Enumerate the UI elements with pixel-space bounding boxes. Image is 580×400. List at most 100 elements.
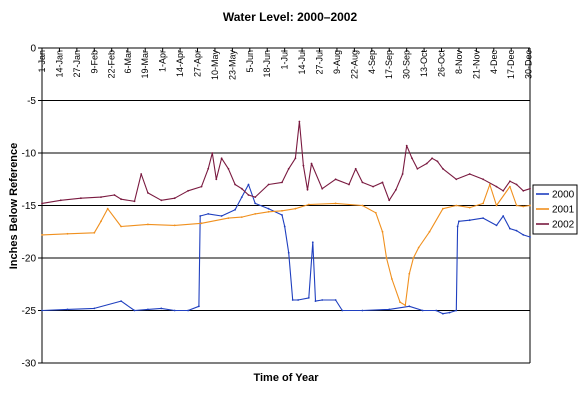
data-point-2001	[307, 203, 310, 206]
data-point-2000	[160, 307, 163, 310]
data-point-2000	[173, 309, 176, 312]
data-point-2002	[240, 187, 243, 190]
data-point-2000	[314, 300, 317, 302]
data-point-2001	[254, 213, 257, 215]
data-point-2002	[147, 192, 149, 194]
data-point-2002	[287, 167, 290, 170]
data-point-2002	[306, 188, 309, 191]
data-point-2002	[133, 200, 136, 203]
y-tick-label: -5	[27, 96, 36, 107]
x-tick-label: 14-Jan	[54, 50, 64, 78]
data-point-2002	[215, 178, 218, 181]
plot-area: 0 -5 -10 -15 -20 -25 -30 1-Jan 14-Jan 27-Jan 9-Feb…	[22, 44, 534, 370]
data-point-2002	[267, 183, 270, 186]
data-point-2001	[404, 304, 407, 307]
data-point-2000	[283, 225, 286, 228]
data-point-2000	[321, 299, 324, 301]
x-tick-label: 1-Apr	[158, 50, 168, 72]
data-point-2000	[207, 213, 210, 215]
data-point-2000	[408, 305, 411, 308]
data-point-2001	[442, 207, 444, 210]
data-point-2002	[354, 167, 357, 170]
data-point-2001	[120, 225, 122, 228]
data-point-2002	[509, 180, 511, 183]
data-point-2000	[495, 224, 498, 227]
data-point-2001	[412, 257, 415, 259]
legend-label-2002: 2002	[552, 220, 575, 231]
data-point-2000	[287, 251, 290, 254]
data-point-2001	[100, 220, 102, 223]
data-point-2000	[435, 309, 438, 312]
data-point-2001	[408, 272, 411, 275]
chart-title: Water Level: 2000–2002	[223, 10, 358, 24]
y-axis-title: Inches Below Reference	[8, 143, 20, 270]
data-point-2001	[374, 211, 377, 214]
data-point-2002	[310, 162, 313, 165]
x-axis-title: Time of Year	[253, 372, 319, 384]
data-point-2000	[291, 299, 294, 301]
data-point-2002	[302, 164, 305, 167]
x-tick-label: 4-Dec	[489, 50, 499, 75]
data-point-2000	[334, 299, 337, 301]
data-point-2001	[173, 224, 176, 227]
data-point-2000	[307, 297, 310, 299]
data-point-2002	[160, 199, 163, 202]
x-tick-label: 4-Sep	[367, 50, 377, 74]
data-point-2002	[442, 167, 444, 170]
data-point-2001	[495, 204, 498, 207]
data-point-2000	[442, 312, 444, 315]
data-point-2000	[297, 299, 299, 301]
x-tick-label: 14-Apr	[175, 50, 185, 77]
data-point-2002	[59, 199, 62, 202]
data-point-2001	[66, 232, 69, 235]
data-point-2001	[281, 209, 283, 212]
data-point-2002	[294, 157, 297, 160]
data-point-2002	[321, 187, 324, 190]
x-tick-label: 10-May	[210, 50, 220, 81]
data-point-2000	[120, 300, 122, 302]
data-point-2000	[455, 309, 458, 312]
y-tick-label: -20	[22, 254, 37, 265]
y-tick-label: -10	[22, 149, 37, 160]
data-point-2002	[120, 198, 122, 201]
x-tick-label: 8-Nov	[454, 50, 464, 75]
data-point-2000	[311, 241, 314, 244]
data-point-2000	[254, 202, 257, 205]
x-tick-label: 1-Jul	[280, 50, 290, 70]
data-point-2000	[41, 309, 43, 312]
x-tick-label: 18-Jun	[262, 50, 272, 78]
data-point-2002	[431, 157, 433, 160]
data-point-2000	[515, 229, 518, 232]
data-point-2000	[482, 217, 484, 220]
data-point-2002	[227, 167, 230, 170]
x-tick-label: 5-Jun	[245, 50, 255, 73]
data-point-2001	[428, 230, 431, 233]
data-point-2001	[147, 223, 149, 226]
data-point-2000	[468, 219, 471, 222]
data-point-2002	[388, 199, 391, 202]
data-point-2002	[381, 181, 384, 184]
data-point-2001	[227, 217, 230, 220]
data-point-2002	[425, 162, 428, 165]
data-point-2001	[41, 234, 43, 236]
x-tick-label: 23-May	[227, 50, 237, 81]
data-point-2002	[416, 167, 419, 170]
data-point-2001	[399, 301, 401, 303]
data-point-2001	[385, 257, 388, 259]
y-tick-label: 0	[30, 44, 36, 55]
data-point-2001	[529, 204, 531, 207]
data-point-2002	[173, 197, 176, 200]
data-point-2002	[529, 187, 531, 190]
data-point-2001	[482, 202, 484, 205]
data-point-2002	[187, 189, 190, 192]
data-point-2000	[267, 207, 270, 210]
x-tick-label: 19-Mar	[140, 50, 150, 79]
data-point-2002	[298, 120, 301, 123]
data-point-2002	[234, 183, 237, 186]
data-point-2002	[361, 181, 364, 184]
data-point-2000	[247, 183, 250, 186]
x-tick-label: 17-Dec	[506, 50, 516, 80]
data-point-2000	[502, 215, 505, 217]
data-point-2001	[267, 210, 270, 213]
x-tick-label: 27-Jan	[72, 50, 82, 78]
